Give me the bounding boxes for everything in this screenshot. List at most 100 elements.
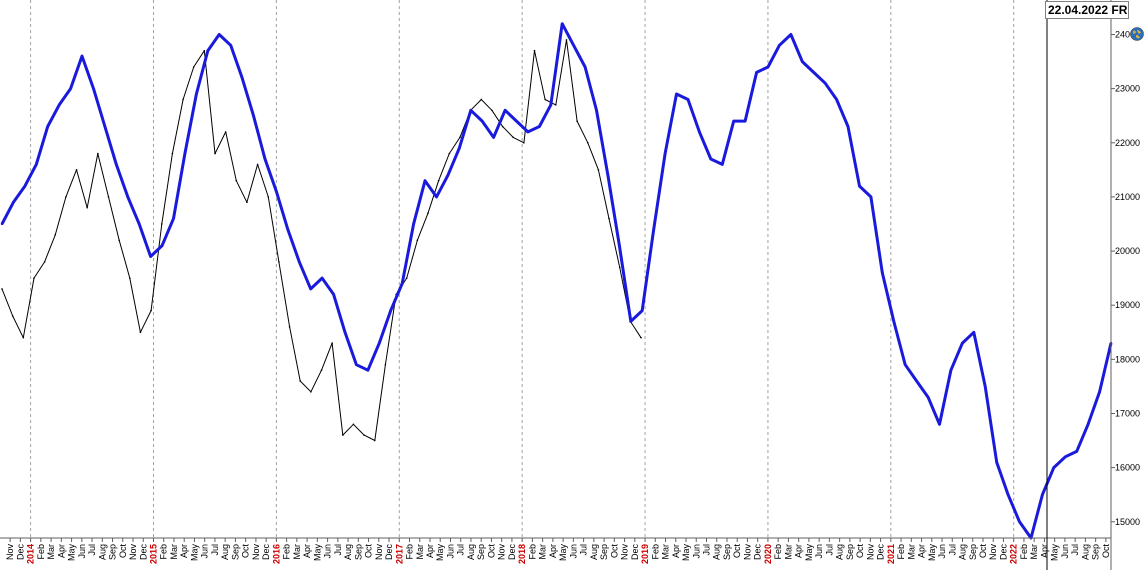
forecast-point	[263, 157, 267, 161]
price-point	[246, 201, 248, 204]
x-tick-label: Jun	[77, 544, 87, 559]
forecast-point	[835, 98, 838, 101]
forecast-point	[858, 184, 861, 188]
y-tick-label: 19000	[1115, 300, 1140, 310]
x-tick-label: Dec	[15, 544, 25, 561]
forecast-point	[35, 163, 38, 166]
price-point	[171, 152, 174, 155]
forecast-point	[766, 65, 770, 69]
x-tick-label: Oct	[609, 544, 619, 559]
x-tick-label: Oct	[732, 544, 742, 559]
x-tick-label: 2014	[26, 544, 36, 564]
x-tick-label: Apr	[425, 544, 435, 558]
price-point	[448, 152, 451, 155]
x-tick-label: Apr	[179, 544, 189, 558]
x-tick-label: Apr	[548, 544, 558, 558]
forecast-point	[503, 109, 507, 112]
forecast-point	[172, 217, 175, 220]
forecast-point	[1086, 423, 1090, 426]
x-tick-label: May	[312, 544, 322, 562]
x-tick-label: May	[681, 544, 691, 562]
price-point	[331, 342, 333, 344]
forecast-point	[641, 309, 644, 312]
y-tick-label: 23000	[1115, 84, 1140, 94]
forecast-point	[721, 163, 724, 166]
x-tick-label: May	[67, 544, 77, 562]
forecast-line	[0, 22, 1113, 540]
price-point	[256, 163, 259, 166]
price-point	[299, 380, 302, 382]
x-tick-label: May	[189, 544, 199, 562]
forecast-point	[1041, 493, 1044, 496]
x-tick-label: Nov	[374, 544, 384, 561]
x-tick-label: 2016	[271, 544, 281, 564]
x-tick-label: Mar	[292, 544, 302, 560]
y-tick-label: 16000	[1115, 463, 1140, 473]
x-tick-label: Jun	[568, 544, 578, 559]
price-point	[129, 277, 131, 279]
x-tick-label: Feb	[36, 544, 46, 560]
x-tick-label: May	[1050, 544, 1060, 562]
forecast-point	[561, 22, 564, 25]
forecast-point	[320, 276, 324, 280]
x-tick-label: Feb	[527, 544, 537, 560]
globe-icon[interactable]	[1130, 27, 1144, 41]
chart-axes	[0, 0, 1112, 570]
forecast-point	[709, 157, 713, 161]
forecast-point	[126, 195, 129, 199]
x-tick-label: Aug	[712, 544, 722, 560]
x-tick-label: 2018	[517, 544, 527, 564]
x-tick-label: Jul	[210, 544, 220, 556]
x-tick-label: Mar	[538, 544, 548, 560]
forecast-point	[663, 152, 667, 155]
price-point	[576, 120, 578, 122]
forecast-point	[389, 309, 392, 312]
x-tick-label: Nov	[5, 544, 15, 561]
x-tick-label: Oct	[118, 544, 128, 559]
x-tick-label: Apr	[1039, 544, 1049, 558]
price-point	[320, 369, 323, 371]
price-point	[97, 152, 99, 155]
x-tick-label: Aug	[835, 544, 845, 560]
x-tick-label: May	[804, 544, 814, 562]
forecast-point	[823, 82, 827, 85]
price-point	[1, 288, 3, 290]
x-tick-label: Jul	[824, 544, 834, 556]
price-point	[608, 217, 610, 220]
forecast-point	[240, 76, 244, 79]
forecast-point	[846, 125, 850, 128]
forecast-point	[789, 33, 793, 36]
x-tick-label: Jun	[691, 544, 701, 559]
x-tick-label: Sep	[353, 544, 363, 560]
x-tick-label: Jun	[445, 544, 455, 559]
forecast-point	[526, 130, 530, 134]
x-tick-label: Oct	[978, 544, 988, 559]
forecast-point	[69, 87, 72, 90]
x-tick-label: Feb	[159, 544, 169, 560]
x-tick-label: Mar	[783, 544, 793, 560]
forecast-point	[698, 130, 701, 134]
forecast-point	[400, 282, 404, 285]
forecast-point	[183, 152, 187, 155]
forecast-point	[57, 103, 61, 107]
x-tick-label: Aug	[466, 544, 476, 560]
forecast-point	[995, 461, 998, 464]
price-point	[267, 196, 270, 198]
forecast-point	[298, 260, 301, 264]
forecast-point	[423, 179, 427, 182]
y-tick-label: 22000	[1115, 138, 1140, 148]
x-tick-label: Aug	[589, 544, 599, 560]
forecast-point	[149, 255, 152, 258]
x-tick-label: Feb	[1019, 544, 1029, 560]
price-point	[565, 39, 568, 41]
forecast-point	[892, 320, 895, 323]
forecast-point	[881, 271, 884, 274]
x-tick-label: Mar	[661, 544, 671, 560]
x-tick-label: Mar	[169, 544, 179, 560]
x-tick-label: Jul	[701, 544, 711, 556]
price-point	[182, 98, 184, 101]
forecast-point	[686, 98, 690, 101]
forecast-point	[1098, 390, 1101, 394]
forecast-point	[743, 119, 747, 123]
forecast-point	[801, 60, 804, 63]
